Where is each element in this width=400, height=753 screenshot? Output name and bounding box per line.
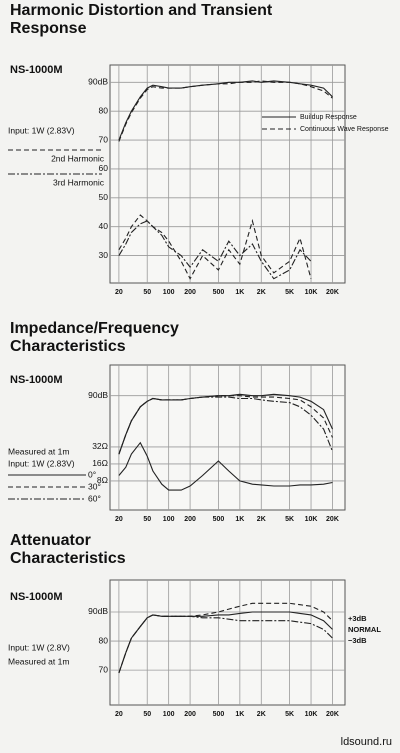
x-tick-label: 500	[213, 711, 225, 718]
legend-label: Continuous Wave Response	[300, 126, 389, 133]
x-tick-label: 200	[184, 516, 196, 523]
y-tick-label: 30	[99, 250, 109, 260]
legend-label: Buildup Response	[300, 114, 357, 121]
chart-title: Harmonic Distortion and Transient Respon…	[10, 2, 273, 37]
x-tick-label: 1K	[235, 516, 244, 523]
y2-tick-label: 8Ω	[97, 475, 108, 485]
y-tick-label: 90dB	[88, 606, 108, 616]
x-tick-label: 1K	[235, 711, 244, 718]
y-tick-label: 70	[99, 134, 109, 144]
model-label: NS-1000M	[10, 64, 63, 76]
x-tick-label: 200	[184, 711, 196, 718]
y2-tick-label: 32Ω	[92, 441, 108, 451]
y2-tick-label: 16Ω	[92, 458, 108, 468]
y-tick-label: 80	[99, 105, 109, 115]
x-tick-label: 20	[115, 711, 123, 718]
legend-label: +3dB	[348, 614, 367, 623]
chart-title: Impedance/Frequency Characteristics	[10, 320, 179, 355]
model-label: NS-1000M	[10, 591, 63, 603]
x-tick-label: 200	[184, 289, 196, 296]
x-tick-label: 50	[143, 711, 151, 718]
y-tick-label: 70	[99, 664, 109, 674]
y-tick-label: 40	[99, 221, 109, 231]
x-tick-label: 5K	[285, 711, 294, 718]
model-label: NS-1000M	[10, 374, 63, 386]
x-tick-label: 50	[143, 516, 151, 523]
legend-label: −3dB	[348, 636, 367, 645]
x-tick-label: 50	[143, 289, 151, 296]
series-line	[118, 614, 333, 674]
legend-label: 0°	[88, 469, 96, 479]
plot-frame	[109, 364, 346, 511]
series-line	[118, 80, 333, 142]
legend-label: 2nd Harmonic	[51, 153, 105, 163]
x-tick-label: 20K	[326, 516, 339, 523]
x-tick-label: 2K	[257, 289, 266, 296]
series-line	[118, 396, 334, 455]
y-tick-label: 80	[99, 635, 109, 645]
x-tick-label: 5K	[285, 289, 294, 296]
x-tick-label: 20	[115, 289, 123, 296]
legend-label: NORMAL	[348, 625, 381, 634]
x-tick-label: 10K	[305, 711, 318, 718]
x-tick-label: 20K	[326, 289, 339, 296]
x-tick-label: 10K	[305, 516, 318, 523]
y-tick-label: 90dB	[88, 77, 108, 87]
x-tick-label: 5K	[285, 516, 294, 523]
x-tick-label: 10K	[305, 289, 318, 296]
note: Input: 1W (2.8V)	[8, 642, 70, 652]
y-tick-label: 90dB	[88, 390, 108, 400]
x-tick-label: 2K	[257, 516, 266, 523]
x-tick-label: 500	[213, 516, 225, 523]
footer: ldsound.ru	[341, 736, 392, 748]
y-tick-label: 50	[99, 192, 109, 202]
series-line	[118, 214, 312, 280]
x-tick-label: 500	[213, 289, 225, 296]
note: Input: 1W (2.83V)	[8, 125, 75, 135]
plot-frame	[109, 64, 346, 284]
x-tick-label: 100	[163, 516, 175, 523]
note: Input: 1W (2.83V)	[8, 458, 75, 468]
legend-label: 30°	[88, 481, 101, 491]
legend-label: 60°	[88, 493, 101, 503]
legend-label: 3rd Harmonic	[53, 177, 105, 187]
x-tick-label: 100	[163, 289, 175, 296]
note: Measured at 1m	[8, 446, 69, 456]
x-tick-label: 100	[163, 711, 175, 718]
x-tick-label: 2K	[257, 711, 266, 718]
series-line	[118, 220, 312, 280]
note: Measured at 1m	[8, 656, 69, 666]
chart-title: Attenuator Characteristics	[10, 532, 126, 567]
series-line	[118, 441, 333, 491]
plot-frame	[109, 579, 346, 706]
x-tick-label: 1K	[235, 289, 244, 296]
x-tick-label: 20K	[326, 711, 339, 718]
y-tick-label: 60	[99, 163, 109, 173]
x-tick-label: 20	[115, 516, 123, 523]
